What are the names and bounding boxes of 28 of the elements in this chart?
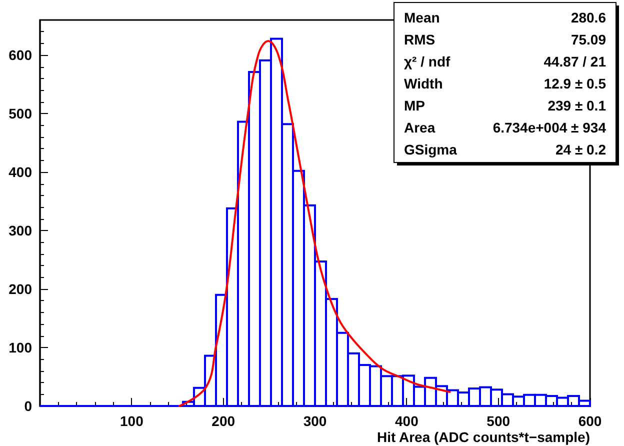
y-tick-label: 300 — [8, 222, 32, 239]
annotation: Width — [404, 76, 443, 92]
annotation: 75.09 — [570, 32, 606, 48]
annotation: Mean — [404, 10, 440, 26]
annotation: MP — [404, 98, 425, 114]
annotation: 280.6 — [570, 10, 606, 26]
annotation: 44.87 / 21 — [544, 54, 606, 70]
annotation: χ² / ndf — [404, 54, 450, 70]
annotation: RMS — [404, 32, 436, 48]
x-tick-label: 600 — [578, 413, 602, 429]
annotation: 24 ± 0.2 — [556, 142, 606, 158]
annotation: 239 ± 0.1 — [548, 98, 606, 114]
x-tick-label: 300 — [303, 413, 327, 429]
x-tick-label: 200 — [212, 413, 236, 429]
x-tick-label: 400 — [394, 413, 419, 429]
y-tick-label: 600 — [8, 47, 32, 64]
y-tick-label: 400 — [8, 164, 32, 180]
y-tick-label: 0 — [24, 398, 32, 414]
annotation: 6.734e+004 ± 934 — [492, 120, 606, 136]
annotation: 12.9 ± 0.5 — [544, 76, 606, 92]
annotation: Area — [404, 120, 436, 136]
annotation: GSigma — [404, 142, 458, 158]
x-tick-label: 100 — [120, 413, 144, 429]
x-tick-label: 500 — [486, 413, 510, 429]
y-tick-label: 500 — [8, 106, 32, 122]
y-tick-label: 100 — [8, 340, 32, 356]
x-axis-title: Hit Area (ADC counts*t−sample) — [376, 429, 590, 445]
y-tick-label: 200 — [8, 281, 32, 298]
